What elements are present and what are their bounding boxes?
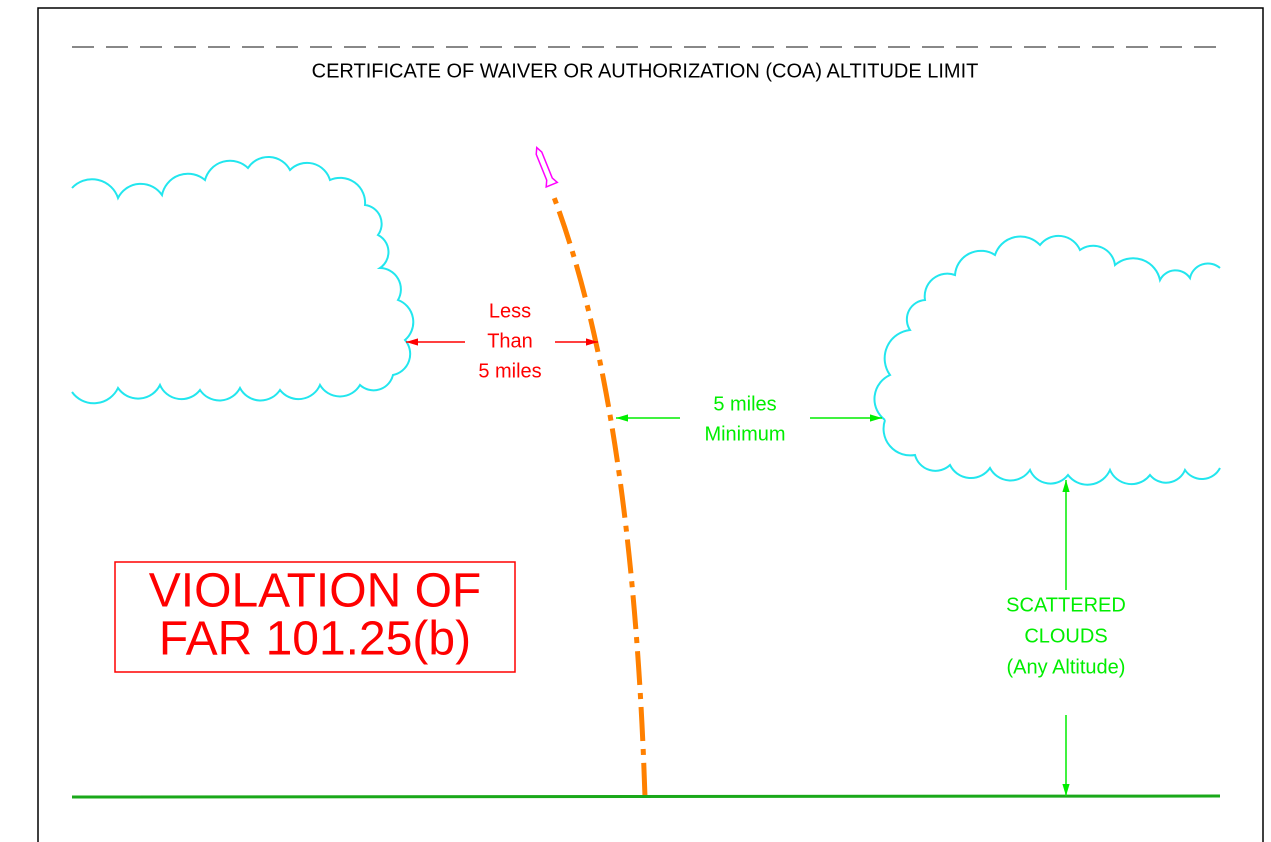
violation-text: VIOLATION OF <box>149 565 481 618</box>
label: (Any Altitude) <box>1007 656 1126 678</box>
label: Than <box>487 330 533 352</box>
violation-box <box>114 561 516 673</box>
label: SCATTERED <box>1006 594 1126 616</box>
label: Less <box>489 300 531 322</box>
ground <box>71 794 1221 799</box>
label: 5 miles <box>478 360 541 382</box>
flight-path <box>549 191 648 798</box>
cloud-edge <box>71 155 415 405</box>
frame <box>37 7 1264 842</box>
label: CLOUDS <box>1024 625 1107 647</box>
violation-text: FAR 101.25(b) <box>159 613 471 666</box>
clouds <box>71 155 1221 486</box>
rocket <box>535 146 559 189</box>
label: 5 miles <box>713 393 776 415</box>
label: Minimum <box>704 423 785 445</box>
cloud-edge <box>873 234 1221 421</box>
cloud-edge <box>882 419 1221 486</box>
title: CERTIFICATE OF WAIVER OR AUTHORIZATION (… <box>312 60 979 82</box>
